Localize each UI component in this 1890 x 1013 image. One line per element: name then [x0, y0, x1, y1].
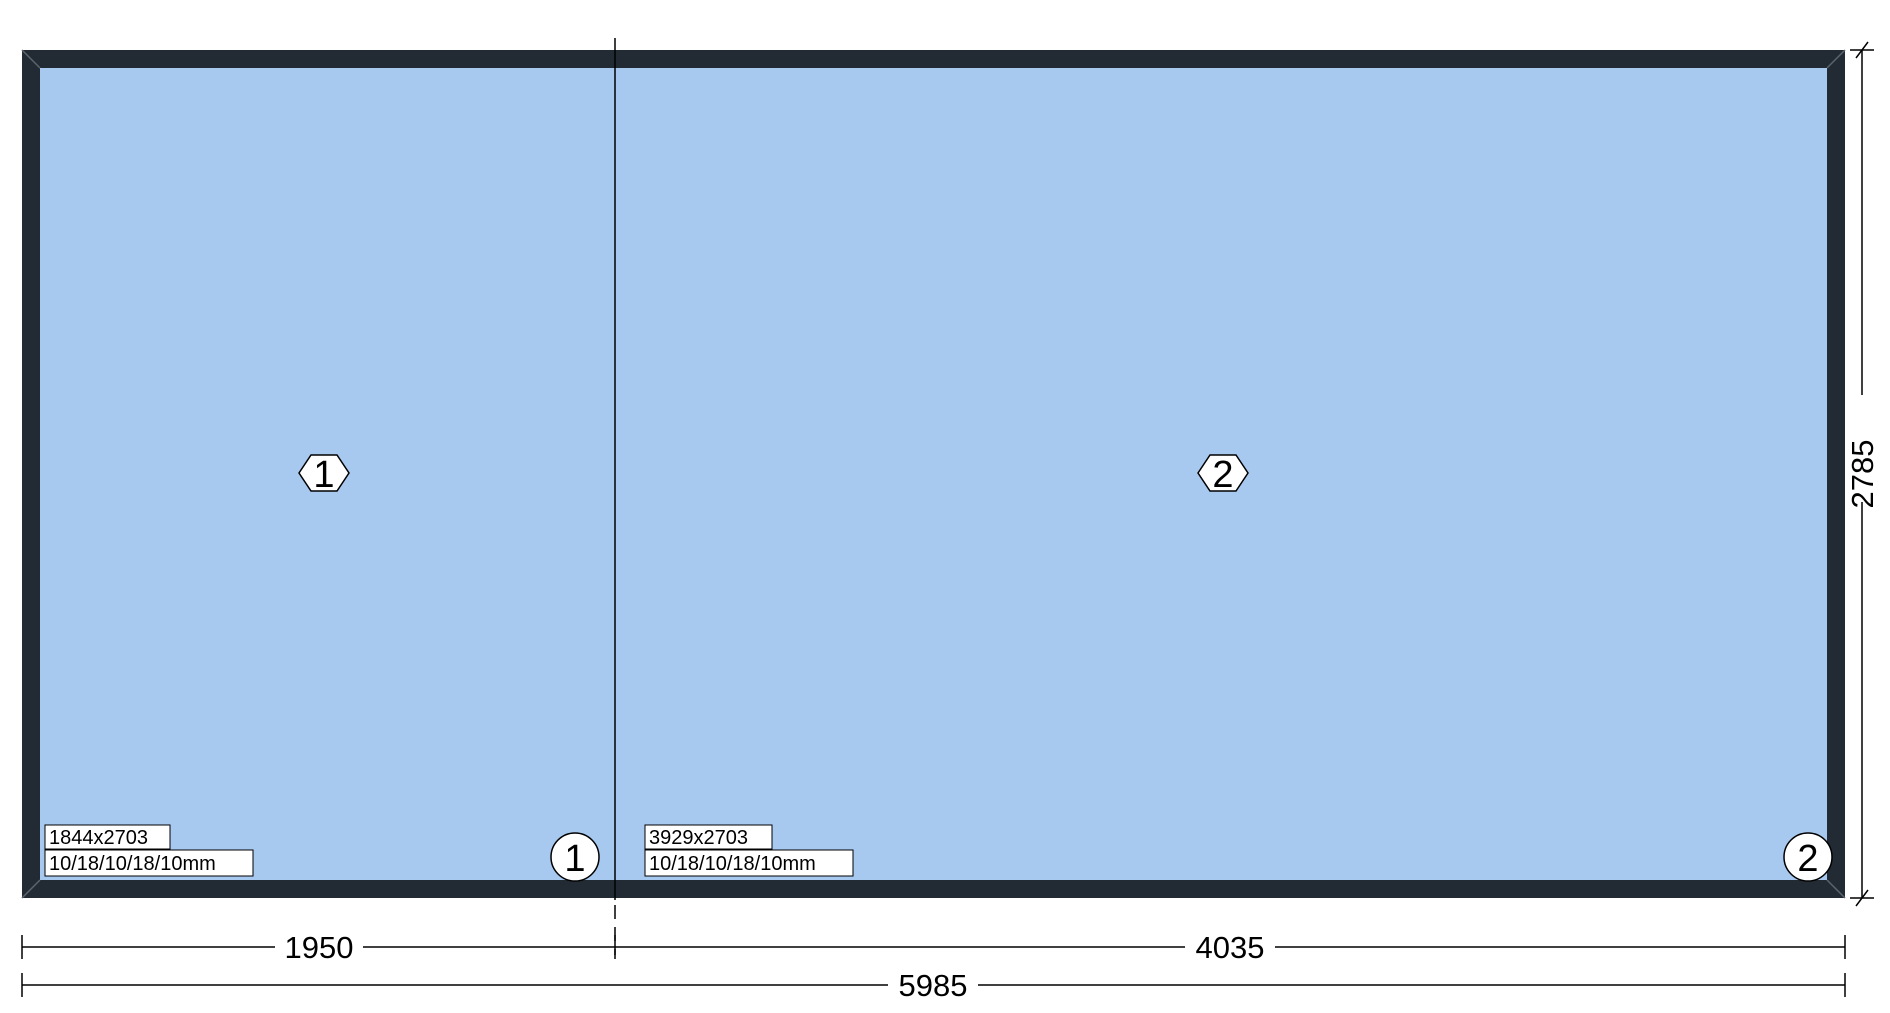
segment-dimensions: 1950 4035	[21, 930, 1846, 965]
pane-1-label: 1844x2703 10/18/10/18/10mm	[44, 824, 254, 877]
bottom-marker-2: 2	[1783, 832, 1833, 882]
hexagon-icon	[298, 454, 350, 492]
total-width-value: 5985	[899, 968, 968, 1003]
height-tick-mark-top	[1855, 41, 1869, 59]
pane-1-size-box	[44, 824, 171, 850]
segment-1-value: 1950	[285, 930, 354, 965]
pane-2-size: 3929x2703	[649, 827, 748, 849]
segment-2-value: 4035	[1196, 930, 1265, 965]
height-dimension: 2785	[1845, 41, 1880, 907]
pane-2-glass-box	[644, 849, 854, 877]
pane-2-size-box	[644, 824, 773, 850]
bottom-marker-1-number: 1	[564, 838, 585, 880]
window-frame	[21, 38, 1846, 955]
pane-2-glass: 10/18/10/18/10mm	[649, 853, 816, 875]
pane-marker-2: 2	[1197, 454, 1249, 496]
hexagon-icon	[1197, 454, 1249, 492]
frame-mitre-top-right	[1826, 49, 1846, 69]
height-tick-mark-bottom	[1855, 889, 1869, 907]
pane-1-size: 1844x2703	[49, 827, 148, 849]
pane-2-label: 3929x2703 10/18/10/18/10mm	[644, 824, 854, 877]
circle-icon	[550, 832, 600, 882]
pane-1-glass-box	[44, 849, 254, 877]
pane-1-glass: 10/18/10/18/10mm	[49, 853, 216, 875]
bottom-marker-2-number: 2	[1797, 838, 1818, 880]
bottom-marker-1: 1	[550, 832, 600, 882]
pane-marker-2-number: 2	[1212, 454, 1233, 496]
frame-mitre-bottom-right	[1826, 879, 1846, 899]
total-width-dimension: 5985	[21, 968, 1846, 1003]
pane-marker-1-number: 1	[313, 454, 334, 496]
height-dimension-value: 2785	[1845, 440, 1880, 509]
circle-icon	[1783, 832, 1833, 882]
pane-marker-1: 1	[298, 454, 350, 496]
frame-mitre-top-left	[21, 49, 41, 69]
frame-mitre-bottom-left	[21, 879, 41, 899]
